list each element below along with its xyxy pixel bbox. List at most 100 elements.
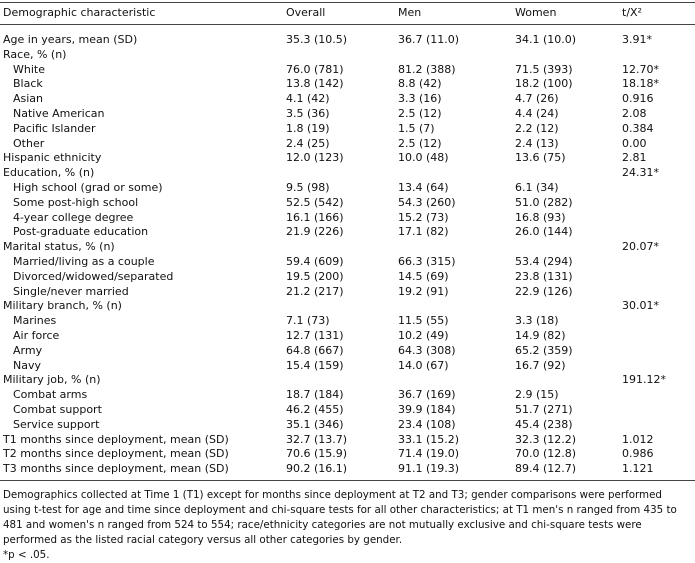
cell: 13.4 (64) xyxy=(398,180,449,194)
cell: 1.012 xyxy=(622,432,654,446)
cell: 59.4 (609) xyxy=(286,254,344,268)
row-label: Married/living as a couple xyxy=(13,254,155,268)
cell: 54.3 (260) xyxy=(398,195,456,209)
sub-row: Single/never married 21.2 (217) 19.2 (91) 2… xyxy=(0,285,695,300)
cell: 3.3 (18) xyxy=(515,314,559,328)
row-label: Some post-high school xyxy=(13,195,139,209)
cell: 0.916 xyxy=(622,92,654,106)
cell: 20.07* xyxy=(622,240,659,254)
cell: 52.5 (542) xyxy=(286,195,344,209)
cell: 35.3 (10.5) xyxy=(286,33,348,46)
cell: 18.2 (100) xyxy=(515,77,573,91)
cell xyxy=(398,299,515,314)
cell: 8.8 (42) xyxy=(398,77,442,91)
cell: 71.5 (393) xyxy=(515,62,573,76)
row-label: T1 months since deployment, mean (SD) xyxy=(3,432,229,446)
cell: 32.7 (13.7) xyxy=(286,432,348,446)
cell: 3.3 (16) xyxy=(398,92,442,106)
cell: 26.0 (144) xyxy=(515,225,573,239)
cell: 36.7 (169) xyxy=(398,388,456,402)
cell: 30.01* xyxy=(622,299,659,313)
column-header: Women xyxy=(515,6,557,20)
cell xyxy=(398,373,515,388)
table-row: Marital status, % (n) 20.07* xyxy=(0,240,695,255)
row-label: Race, % (n) xyxy=(3,47,67,61)
sub-row: Black 13.8 (142) 8.8 (42) 18.2 (100) 18.18* xyxy=(0,77,695,92)
row-label: Army xyxy=(13,343,43,357)
cell: 2.08 xyxy=(622,106,647,120)
cell xyxy=(286,48,398,63)
row-label: Post-graduate education xyxy=(13,225,149,239)
sub-row: Native American 3.5 (36) 2.5 (12) 4.4 (24) 2… xyxy=(0,107,695,122)
cell xyxy=(622,48,695,63)
cell xyxy=(286,240,398,255)
cell: 17.1 (82) xyxy=(398,225,449,239)
cell: 45.4 (238) xyxy=(515,417,573,431)
sub-row: Married/living as a couple 59.4 (609) 66.3… xyxy=(0,255,695,270)
sub-row: Air force 12.7 (131) 10.2 (49) 14.9 (82) xyxy=(0,329,695,344)
row-label: Service support xyxy=(13,417,100,431)
cell: 19.5 (200) xyxy=(286,269,344,283)
cell: 7.1 (73) xyxy=(286,314,330,328)
data-table: Demographic characteristic Overall Men Wome… xyxy=(0,2,695,481)
table-row: Age in years, mean (SD) 35.3 (10.5) 36.7 (… xyxy=(0,25,695,48)
row-label: Pacific Islander xyxy=(13,121,96,135)
cell xyxy=(622,359,695,374)
table-row: Military job, % (n) 191.12* xyxy=(0,373,695,388)
cell: 0.986 xyxy=(622,447,654,461)
cell: 81.2 (388) xyxy=(398,62,456,76)
cell xyxy=(622,314,695,329)
sub-row: Post-graduate education 21.9 (226) 17.1 (8… xyxy=(0,225,695,240)
row-label: Hispanic ethnicity xyxy=(3,151,102,165)
row-label: High school (grad or some) xyxy=(13,180,163,194)
row-label: Navy xyxy=(13,358,41,372)
row-label: Combat support xyxy=(13,402,102,416)
row-label: Military branch, % (n) xyxy=(3,299,122,313)
column-header: Demographic characteristic xyxy=(3,6,156,20)
cell: 4.4 (24) xyxy=(515,106,559,120)
cell: 21.2 (217) xyxy=(286,284,344,298)
row-label: Asian xyxy=(13,92,44,106)
row-label: Military job, % (n) xyxy=(3,373,101,387)
cell: 24.31* xyxy=(622,166,659,180)
cell xyxy=(398,166,515,181)
cell: 15.2 (73) xyxy=(398,210,449,224)
cell xyxy=(398,240,515,255)
cell: 4.1 (42) xyxy=(286,92,330,106)
cell: 14.9 (82) xyxy=(515,328,566,342)
cell: 70.6 (15.9) xyxy=(286,447,348,461)
sub-row: Combat arms 18.7 (184) 36.7 (169) 2.9 (15) xyxy=(0,388,695,403)
cell: 191.12* xyxy=(622,373,666,387)
cell: 1.121 xyxy=(622,462,654,476)
cell: 1.5 (7) xyxy=(398,121,435,135)
cell: 16.8 (93) xyxy=(515,210,566,224)
cell xyxy=(515,166,622,181)
row-label: Age in years, mean (SD) xyxy=(3,33,138,46)
cell xyxy=(622,403,695,418)
cell: 51.0 (282) xyxy=(515,195,573,209)
cell: 70.0 (12.8) xyxy=(515,447,577,461)
header-row: Demographic characteristic Overall Men Wome… xyxy=(0,2,695,25)
cell: 3.91* xyxy=(622,33,652,46)
cell: 0.00 xyxy=(622,136,647,150)
cell: 2.81 xyxy=(622,151,647,165)
cell: 14.0 (67) xyxy=(398,358,449,372)
row-label: Other xyxy=(13,136,45,150)
sub-row: Some post-high school 52.5 (542) 54.3 (260… xyxy=(0,196,695,211)
cell: 3.5 (36) xyxy=(286,106,330,120)
cell xyxy=(398,48,515,63)
cell: 71.4 (19.0) xyxy=(398,447,460,461)
cell: 4.7 (26) xyxy=(515,92,559,106)
cell xyxy=(286,299,398,314)
sub-row: Other 2.4 (25) 2.5 (12) 2.4 (13) 0.00 xyxy=(0,137,695,152)
cell: 90.2 (16.1) xyxy=(286,462,348,476)
table-row: T3 months since deployment, mean (SD) 90.… xyxy=(0,462,695,480)
cell: 64.3 (308) xyxy=(398,343,456,357)
row-label: Marines xyxy=(13,314,57,328)
cell: 2.4 (13) xyxy=(515,136,559,150)
cell xyxy=(622,329,695,344)
cell: 89.4 (12.7) xyxy=(515,462,577,476)
cell xyxy=(515,299,622,314)
cell: 15.4 (159) xyxy=(286,358,344,372)
cell: 12.0 (123) xyxy=(286,151,344,165)
